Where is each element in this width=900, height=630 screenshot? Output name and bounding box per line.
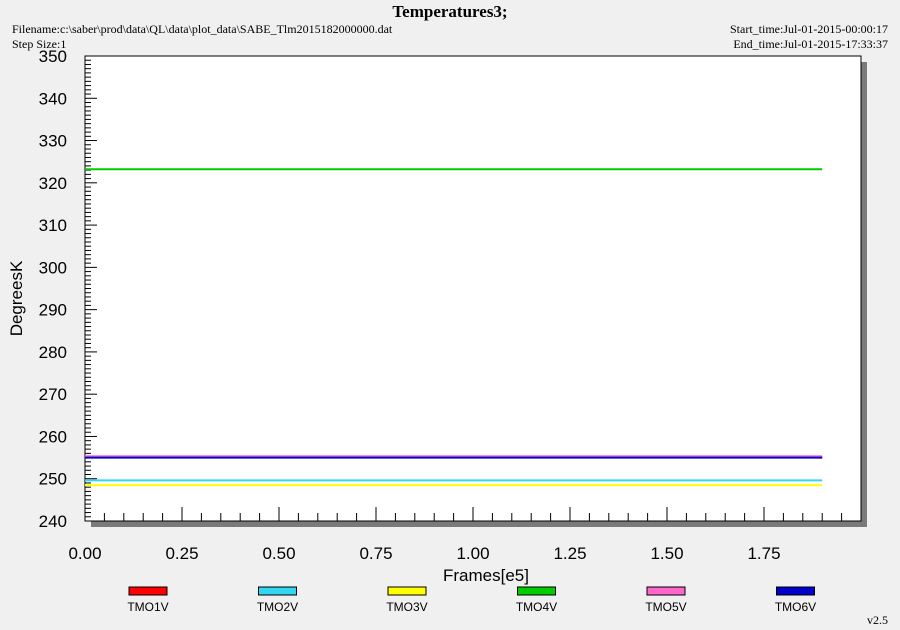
- y-tick-label: 270: [39, 385, 67, 404]
- end-time-text: End_time:Jul-01-2015-17:33:37: [733, 37, 888, 51]
- legend-label-tmo6v: TMO6V: [775, 600, 816, 614]
- legend-swatch-tmo2v: [258, 586, 297, 596]
- legend-swatch-tmo5v: [646, 586, 686, 596]
- version-label: v2.5: [867, 613, 888, 627]
- x-tick-label: 0.25: [165, 544, 198, 563]
- legend-swatch-tmo1v: [128, 586, 168, 596]
- y-tick-label: 330: [39, 132, 67, 151]
- legend-swatch-tmo6v: [776, 586, 815, 596]
- x-tick-label: 0.00: [68, 544, 101, 563]
- y-tick-label: 300: [39, 258, 67, 277]
- y-tick-label: 340: [39, 89, 67, 108]
- y-tick-label: 260: [39, 427, 67, 446]
- y-tick-label: 350: [39, 47, 67, 66]
- x-tick-label: 1.50: [650, 544, 683, 563]
- legend-swatch-tmo4v: [517, 586, 556, 596]
- y-tick-label: 280: [39, 343, 67, 362]
- y-tick-label: 250: [39, 470, 67, 489]
- start-time-text: Start_time:Jul-01-2015-00:00:17: [730, 22, 888, 36]
- chart-title: Temperatures3;: [392, 2, 508, 21]
- filename-text: Filename:c:\saber\prod\data\QL\data\plot…: [12, 22, 393, 36]
- x-tick-label: 1.00: [456, 544, 489, 563]
- x-axis-title: Frames[e5]: [443, 566, 529, 585]
- legend-label-tmo1v: TMO1V: [127, 600, 168, 614]
- y-tick-label: 320: [39, 174, 67, 193]
- step-size-text: Step Size:1: [12, 37, 67, 51]
- legend-label-tmo3v: TMO3V: [386, 600, 427, 614]
- legend-swatch-tmo3v: [387, 586, 427, 596]
- x-tick-label: 1.75: [747, 544, 780, 563]
- legend-label-tmo5v: TMO5V: [645, 600, 686, 614]
- y-tick-label: 240: [39, 512, 67, 531]
- x-tick-label: 1.25: [553, 544, 586, 563]
- y-axis-title: DegreesK: [7, 260, 26, 336]
- plot-area: [84, 55, 862, 522]
- y-tick-label: 310: [39, 216, 67, 235]
- legend-label-tmo2v: TMO2V: [257, 600, 298, 614]
- x-tick-label: 0.75: [359, 544, 392, 563]
- x-tick-label: 0.50: [262, 544, 295, 563]
- y-tick-label: 290: [39, 301, 67, 320]
- legend-label-tmo4v: TMO4V: [516, 600, 557, 614]
